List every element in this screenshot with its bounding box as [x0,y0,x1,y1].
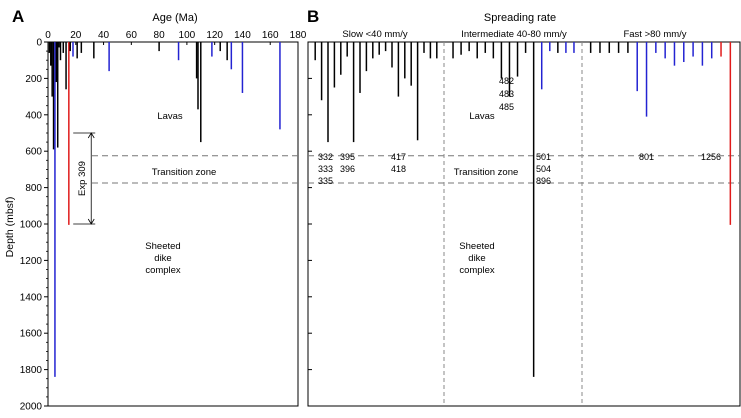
hole-label-332: 332 [318,152,333,162]
panel-b-sheeted-line-3: complex [459,265,495,276]
panel-b-frame [307,41,741,407]
panel-a-sheeted-line-3: complex [145,265,181,276]
panel-b-sheeted-line-1: Sheeted [459,241,494,252]
axes-layer: 0 200 400 600 800 1000 1200 1400 1600 1800 2000 0 20… [20,30,312,413]
hole-label-395: 395 [340,152,355,162]
panel-a-sheeted-line-2: dike [154,253,171,264]
hole-label-333: 333 [318,164,333,174]
depth-tick-label: 0 [36,38,42,49]
age-tick-label: 160 [262,30,279,41]
panel-a-transition-label: Transition zone [152,167,217,178]
panel-b-transition-label: Transition zone [454,167,519,178]
hole-label-485: 485 [499,102,514,112]
hole-label-418: 418 [391,164,406,174]
panel-a-lavas-label: Lavas [157,111,183,122]
panel-b-sheeted-line-2: dike [468,253,485,264]
panel-a-letter: A [12,7,24,26]
age-tick-label: 100 [179,30,196,41]
age-tick-label: 0 [45,30,51,41]
exp309-label: Exp 309 [77,161,88,196]
depth-tick-label: 200 [25,74,42,85]
depth-tick-label: 2000 [20,402,43,413]
hole-label-504: 504 [536,164,551,174]
age-tick-label: 20 [70,30,82,41]
hole-label-801: 801 [639,152,654,162]
age-tick-label: 120 [206,30,223,41]
panel-a-sheeted-line-1: Sheeted [145,241,180,252]
hole-label-417: 417 [391,152,406,162]
age-tick-label: 40 [98,30,110,41]
group-intermediate-label: Intermediate 40-80 mm/y [461,29,567,40]
exp309-arrow-down [87,218,95,225]
depth-tick-label: 600 [25,147,42,158]
age-tick-label: 60 [126,30,138,41]
zones-layer [92,42,740,406]
panel-a-title: Age (Ma) [152,12,197,24]
depth-tick-label: 1800 [20,365,43,376]
exp309-arrow-up [87,132,95,139]
depth-tick-label: 1200 [20,256,43,267]
hole-label-396: 396 [340,164,355,174]
age-tick-label: 180 [290,30,307,41]
group-slow-label: Slow <40 mm/y [342,29,407,40]
age-tick-label: 80 [154,30,166,41]
hole-label-335: 335 [318,176,333,186]
hole-label-1256: 1256 [701,152,721,162]
depth-axis-title: Depth (mbsf) [4,197,16,258]
depth-tick-label: 800 [25,183,42,194]
depth-tick-label: 1000 [20,220,43,231]
hole-label-896: 896 [536,176,551,186]
depth-tick-label: 1600 [20,329,43,340]
panel-b-letter: B [307,7,319,26]
hole-label-482: 482 [499,76,514,86]
hole-label-483: 483 [499,89,514,99]
depth-tick-label: 1400 [20,292,43,303]
hole-label-501: 501 [536,152,551,162]
age-tick-label: 140 [234,30,251,41]
group-fast-label: Fast >80 mm/y [623,29,686,40]
depth-tick-label: 400 [25,110,42,121]
marks-layer: Exp 309 [48,42,732,377]
panel-b-lavas-label: Lavas [469,111,495,122]
panel-b-title: Spreading rate [484,12,556,24]
